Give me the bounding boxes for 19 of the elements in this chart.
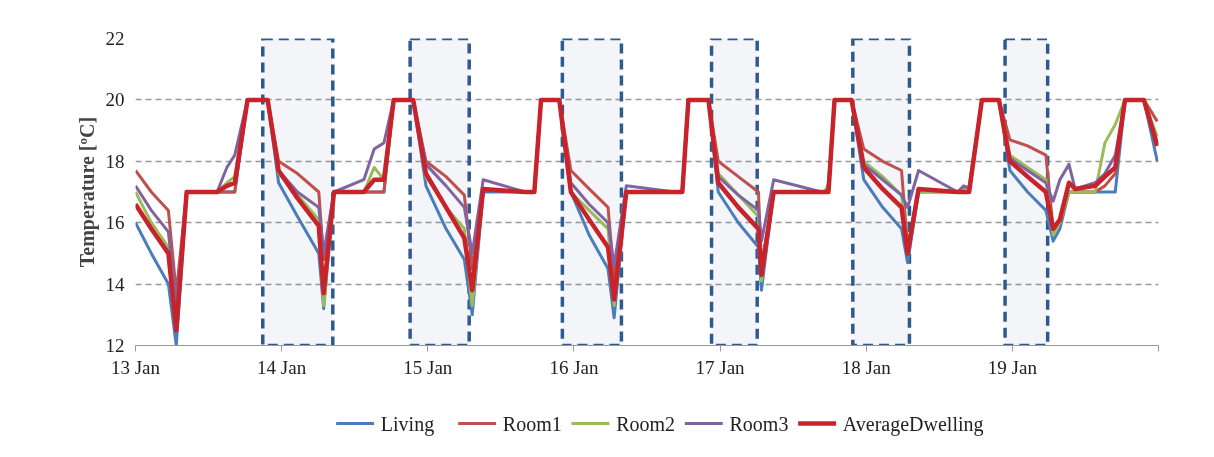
y-tick-label: 12 <box>105 335 125 356</box>
legend-label: AverageDwelling <box>842 412 984 436</box>
y-tick-label: 20 <box>105 89 125 111</box>
y-tick-label: 16 <box>105 212 125 234</box>
legend-label: Room2 <box>616 412 676 435</box>
x-tick-label: 14 Jan <box>257 356 307 378</box>
x-tick-label: 19 Jan <box>987 356 1038 378</box>
legend-label: Living <box>380 412 435 436</box>
y-tick-label: 14 <box>105 273 125 295</box>
legend-label: Room1 <box>502 412 562 435</box>
y-tick-label: 18 <box>105 150 125 172</box>
x-tick-label: 16 Jan <box>549 356 599 378</box>
x-tick-label: 17 Jan <box>695 356 746 378</box>
x-tick-label: 13 Jan <box>110 356 161 378</box>
x-tick-label: 18 Jan <box>841 356 892 378</box>
y-tick-label: 22 <box>105 28 125 49</box>
x-tick-label: 15 Jan <box>403 356 453 378</box>
legend-label: Room3 <box>729 412 789 435</box>
y-axis-title: Temperature [ºC] <box>75 116 99 268</box>
